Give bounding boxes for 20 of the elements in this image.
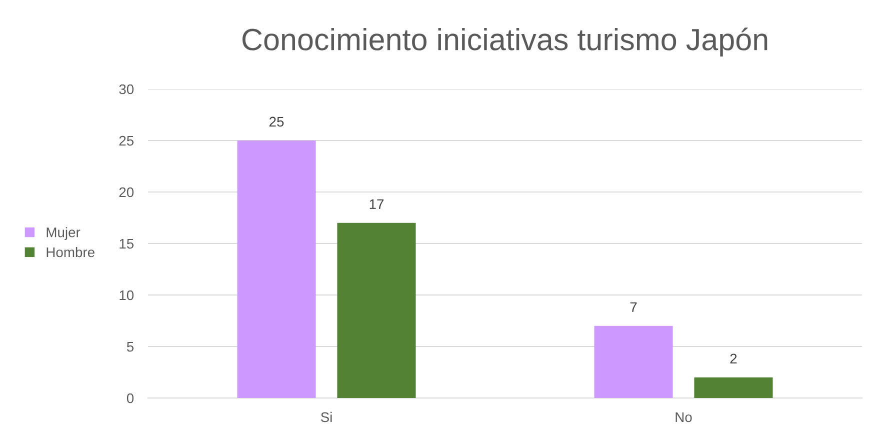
data-label: 7	[630, 302, 637, 312]
bar	[694, 377, 773, 398]
data-label: 25	[269, 116, 284, 127]
y-tick-label: 5	[126, 342, 134, 352]
bar	[594, 326, 673, 398]
bar	[237, 140, 316, 398]
y-tick-label: 10	[120, 290, 134, 300]
data-label: 2	[730, 354, 737, 364]
chart-title: Conocimiento iniciativas turismo Japón	[242, 28, 768, 56]
y-tick-label: 25	[119, 136, 134, 146]
data-label: 17	[370, 199, 384, 209]
y-tick-label: 15	[120, 238, 134, 249]
y-tick-label: 0	[126, 393, 134, 404]
legend-label: Hombre	[46, 246, 94, 258]
x-tick-label: No	[676, 412, 692, 422]
y-tick-label: 20	[119, 187, 134, 198]
y-tick-label: 30	[119, 84, 134, 94]
x-tick-label: Si	[320, 412, 332, 422]
bar	[337, 222, 416, 398]
legend-label: Mujer	[46, 227, 80, 240]
